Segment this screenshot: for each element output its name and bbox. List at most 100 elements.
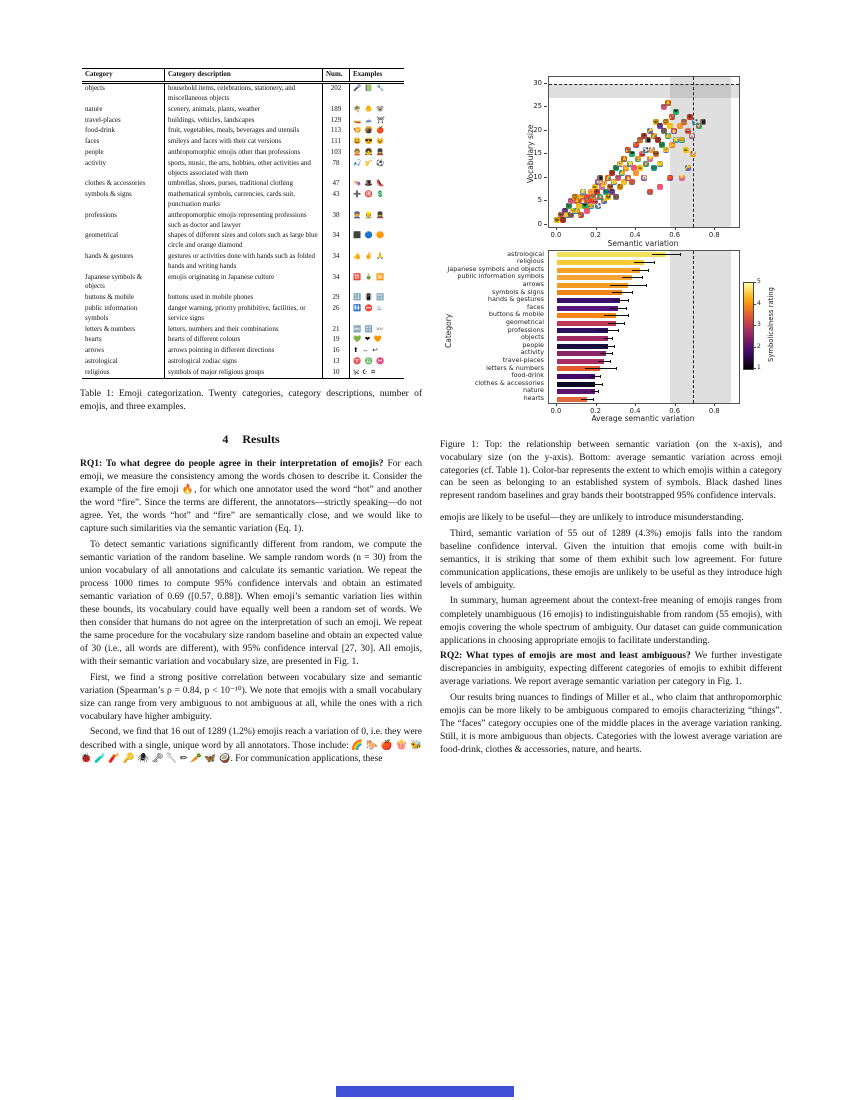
cell-num: 34	[322, 272, 350, 293]
scatter-y-tick-label: 10	[533, 172, 542, 181]
table-row: buttons & mobile buttons used in mobile p…	[82, 292, 404, 304]
cell-description: buildings, vehicles, landscapes	[164, 115, 323, 126]
emoji-scatter-point: 💯	[583, 207, 590, 214]
cell-description: arrows pointing in different directions	[164, 345, 323, 357]
cell-num: 38	[322, 210, 350, 231]
cell-category: geometrical	[85, 231, 119, 240]
table-row: faces smileys and faces with their cat ve…	[82, 136, 404, 148]
cell-examples: 👮 👷 💂	[349, 210, 404, 231]
emoji-scatter-point: ❤	[629, 151, 636, 158]
bar-category-label: Japanese symbols and objects	[447, 264, 544, 273]
cell-examples: 👒 🎩 👠	[349, 178, 404, 190]
cell-category: clothes & accessories	[85, 179, 146, 188]
emoji-scatter-point: 📱	[644, 137, 651, 144]
emoji-category-table: Category Category description Num. Examp…	[82, 68, 404, 380]
emoji-scatter-point: 🙏	[573, 198, 580, 205]
category-bar	[556, 396, 587, 402]
scatter-ci-band-vertical	[669, 77, 732, 227]
emoji-scatter-point: 💔	[629, 179, 636, 186]
scatter-y-tick-mark	[544, 106, 547, 108]
emoji-scatter-point: 😱	[565, 202, 572, 209]
category-bar	[556, 351, 607, 357]
emoji-scatter-point: 🎉	[668, 113, 675, 120]
category-bar	[556, 297, 621, 303]
cell-num: 26	[322, 303, 350, 325]
table-row: letters & numbers letters, numbers and th…	[82, 324, 404, 335]
emoji-scatter-point: 👍	[573, 207, 580, 214]
bar-category-label: symbols & signs	[492, 287, 544, 296]
error-bar	[604, 337, 613, 339]
table-row: arrows arrows pointing in different direc…	[82, 345, 404, 357]
emoji-scatter-point: 🍕	[676, 123, 683, 130]
cell-num: 113	[322, 125, 350, 137]
bar-category-label: religious	[516, 257, 544, 266]
scatter-plot: 😀 😂 😍 😎 🤔 😱 🙃 😴 🤗 😈 👍 🙏 👏 💪 🎉 🔥 🌟 ❤ 💔 💯 🍎 🍕 🍔 🍩 ☕ 🚗 ✈ 🏠 ⚽ 🎸 📱 💡 🔑 🐶 🐱 🌈 😀 😂 😍 😎…	[548, 76, 740, 228]
bar-category-label: activity	[520, 348, 544, 357]
emoji-scatter-point: ⚽	[642, 146, 649, 153]
table-header-row: Category Category description Num. Examp…	[82, 68, 404, 84]
emoji-scatter-point: 😀	[652, 118, 659, 125]
error-bar-cap	[598, 390, 600, 394]
emoji-scatter-point: 😂	[607, 184, 614, 191]
emoji-scatter-point: 😎	[656, 123, 663, 130]
scatter-y-tick-label: 15	[533, 149, 542, 158]
emoji-scatter-point: 🎸	[597, 193, 604, 200]
emoji-scatter-point: 🔑	[684, 165, 691, 172]
emoji-scatter-point: 🔥	[625, 174, 632, 181]
emoji-scatter-point: 🌈	[650, 132, 657, 139]
emoji-scatter-point: 😀	[605, 193, 612, 200]
table-row: Japanese symbols & objects emojis origina…	[82, 272, 404, 293]
colorbar-tick-label: 5	[757, 278, 761, 285]
cell-examples: 👍 ✌ 🙏	[349, 251, 404, 273]
cell-description: umbrellas, shoes, purses, traditional cl…	[164, 178, 323, 190]
emoji-scatter-point: 🎉	[577, 212, 584, 219]
bar-x-tick-mark	[635, 403, 637, 406]
cell-examples: 🕉 ☪ ✡	[349, 367, 404, 379]
emoji-scatter-point: 🍔	[587, 202, 594, 209]
bar-category-label: letters & numbers	[486, 363, 544, 372]
emoji-scatter-point: 💪	[577, 193, 584, 200]
left-column: Category Category description Num. Examp…	[80, 68, 422, 768]
colorbar-tick-mark	[753, 368, 756, 369]
cell-examples: ⬆ ↔ ↩	[349, 345, 404, 357]
table-row: hearts hearts of different colours 19 💚 ❤ 🧡	[82, 334, 404, 346]
scatter-y-tick-label: 0	[537, 219, 542, 228]
emoji-scatter-point: ✈	[641, 132, 647, 139]
cell-description: letters, numbers and their combinations	[164, 324, 323, 335]
colorbar-tick-label: 4	[757, 299, 761, 307]
cell-category: public information symbols	[85, 304, 138, 322]
colorbar-tick-mark	[753, 325, 756, 326]
emoji-scatter-point: ✈	[686, 113, 693, 120]
emoji-scatter-point: 😀	[553, 216, 560, 223]
scatter-random-baseline-hline	[549, 84, 739, 86]
cell-description: scenery, animals, plants, weather	[164, 104, 323, 116]
bar-category-label: objects	[520, 333, 544, 342]
cell-description: anthropomorphic emojis other than profes…	[164, 147, 323, 159]
bar-category-label: faces	[527, 302, 544, 311]
emoji-scatter-point: 🏠	[641, 174, 647, 181]
cell-num: 10	[322, 367, 350, 379]
emoji-scatter-point: ❤	[672, 109, 679, 116]
cell-category: buttons & mobile	[85, 293, 134, 302]
error-bar	[632, 269, 648, 271]
emoji-scatter-point: 👏	[666, 123, 673, 130]
emoji-scatter-point: 📱	[597, 174, 604, 181]
bar-plot	[548, 250, 740, 404]
error-bar	[612, 292, 633, 294]
scatter-x-tick-label: 0.2	[590, 231, 601, 239]
error-bar	[590, 391, 599, 393]
footer-link-bar[interactable]	[336, 1086, 514, 1097]
emoji-scatter-point: 👏	[575, 202, 582, 209]
cell-examples: 🚻 ⛔ ♨	[349, 303, 404, 325]
emoji-scatter-point: 🔑	[601, 198, 608, 205]
category-bar	[556, 252, 666, 258]
emoji-scatter-point: 🎸	[642, 160, 649, 167]
emoji-scatter-point: 💪	[668, 141, 675, 148]
section-heading: 4 Results	[80, 432, 422, 447]
cell-num: 129	[322, 115, 350, 126]
cell-description: buttons used in mobile phones	[164, 292, 323, 304]
cell-num: 111	[322, 136, 350, 148]
colorbar-tick-mark	[753, 303, 756, 305]
error-bar-cap	[612, 336, 614, 340]
cell-examples: ➕ 🉐 💲	[349, 189, 404, 211]
